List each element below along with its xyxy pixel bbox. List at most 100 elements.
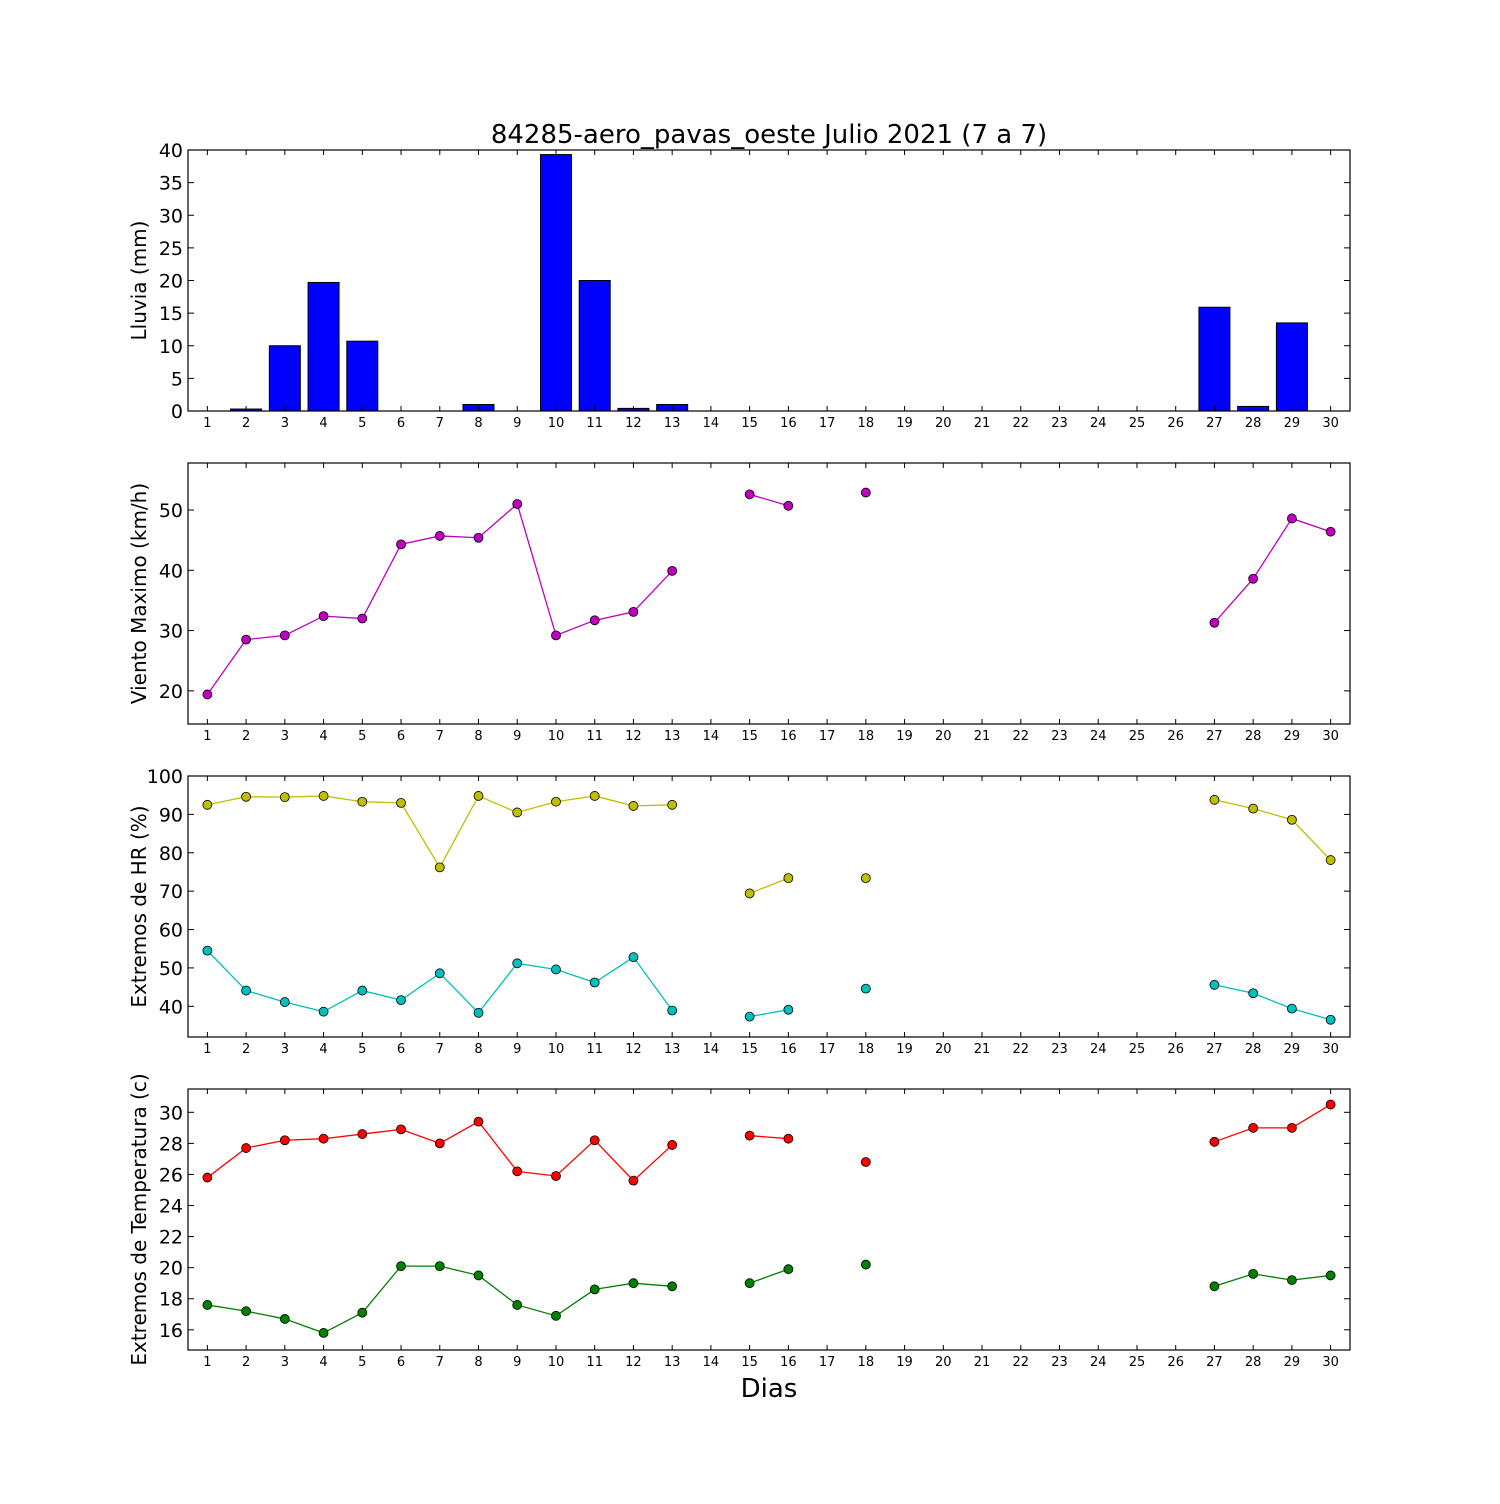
point-series-0-day-27 xyxy=(1209,1136,1220,1147)
x-tick-label: 25 xyxy=(1129,1355,1146,1370)
point-series-0-day-12 xyxy=(628,801,639,811)
y-tick-label: 60 xyxy=(159,920,183,942)
x-tick-label: 8 xyxy=(474,1355,482,1370)
point-series-1-day-12 xyxy=(628,1278,639,1289)
point-series-1-day-4 xyxy=(318,1006,329,1017)
y-tick-label: 30 xyxy=(159,205,183,227)
x-tick-label: 26 xyxy=(1167,1042,1184,1057)
x-tick-label: 21 xyxy=(974,1355,991,1370)
x-tick-label: 17 xyxy=(819,416,836,431)
x-tick-label: 2 xyxy=(242,1042,250,1057)
point-series-0-day-13 xyxy=(667,566,678,576)
x-tick-label: 20 xyxy=(935,416,952,431)
x-tick-label: 8 xyxy=(474,416,482,431)
series-line-1 xyxy=(749,1268,789,1284)
y-tick-label: 20 xyxy=(159,1258,183,1280)
y-tick-label: 20 xyxy=(159,681,183,703)
x-tick-label: 9 xyxy=(513,1355,521,1370)
point-series-1-day-6 xyxy=(396,995,406,1006)
x-tick-label: 22 xyxy=(1012,1042,1029,1057)
x-tick-label: 19 xyxy=(896,729,913,744)
point-series-1-day-9 xyxy=(512,1300,523,1310)
point-series-0-day-3 xyxy=(279,1135,290,1146)
panel-hr: 1 2 3 4 5 6 7 8 9 10 11 12 13 14 15 16 17 18 19 20 21 22 23 24 2… xyxy=(127,766,1351,1057)
bar-day-29 xyxy=(1275,322,1308,412)
point-series-1-day-5 xyxy=(357,985,368,996)
x-tick-label: 5 xyxy=(358,416,366,431)
point-series-0-day-4 xyxy=(318,611,329,621)
x-tick-label: 8 xyxy=(474,729,482,744)
axes-frame xyxy=(187,1088,1351,1351)
point-series-1-day-15 xyxy=(744,1011,755,1022)
point-series-1-day-7 xyxy=(434,968,445,979)
y-tick-label: 22 xyxy=(159,1227,183,1249)
x-tick-label: 30 xyxy=(1322,1355,1339,1370)
x-tick-label: 30 xyxy=(1322,729,1339,744)
y-tick-label: 28 xyxy=(159,1133,183,1155)
x-tick-label: 8 xyxy=(474,1042,482,1057)
series-line-0 xyxy=(1214,1103,1331,1143)
x-tick-label: 1 xyxy=(203,1355,211,1370)
x-tick-label: 15 xyxy=(741,729,758,744)
y-tick-label: 40 xyxy=(159,140,183,162)
x-tick-label: 14 xyxy=(703,729,720,744)
bar-day-11 xyxy=(578,280,611,412)
x-tick-label: 10 xyxy=(548,416,565,431)
x-tick-label: 21 xyxy=(974,729,991,744)
y-tick-label: 15 xyxy=(159,303,183,325)
point-series-0-day-30 xyxy=(1325,855,1336,865)
x-tick-label: 21 xyxy=(974,1042,991,1057)
x-tick-label: 25 xyxy=(1129,416,1146,431)
point-series-1-day-11 xyxy=(589,977,600,988)
point-series-0-day-10 xyxy=(551,796,561,807)
point-series-1-day-5 xyxy=(357,1307,368,1318)
point-series-0-day-30 xyxy=(1325,526,1336,537)
x-tick-label: 24 xyxy=(1090,1042,1107,1057)
x-tick-label: 18 xyxy=(858,1355,875,1370)
x-tick-label: 18 xyxy=(858,729,875,744)
point-series-0-day-30 xyxy=(1325,1099,1336,1110)
point-series-1-day-16 xyxy=(783,1004,794,1015)
x-tick-label: 28 xyxy=(1245,416,1262,431)
y-axis-label: Extremos de HR (%) xyxy=(127,805,151,1007)
y-tick-label: 30 xyxy=(159,1102,183,1124)
point-series-0-day-7 xyxy=(434,1138,445,1149)
series-line-1 xyxy=(206,950,673,1014)
x-tick-label: 23 xyxy=(1051,416,1068,431)
point-series-1-day-28 xyxy=(1248,988,1259,999)
panel-wind: 1 2 3 4 5 6 7 8 9 10 11 12 13 14 15 16 17 18 19 20 21 22 23 24 2… xyxy=(127,462,1351,744)
x-tick-label: 22 xyxy=(1012,416,1029,431)
y-tick-label: 26 xyxy=(159,1164,183,1186)
x-tick-label: 16 xyxy=(780,1042,797,1057)
point-series-0-day-13 xyxy=(667,1140,678,1150)
y-tick-label: 30 xyxy=(159,621,183,643)
point-series-0-day-9 xyxy=(512,1166,523,1177)
series-line-0 xyxy=(206,1120,673,1182)
point-series-0-day-2 xyxy=(241,791,252,802)
point-series-1-day-2 xyxy=(241,985,252,996)
point-series-0-day-6 xyxy=(396,1124,406,1135)
x-tick-label: 18 xyxy=(858,416,875,431)
x-tick-label: 29 xyxy=(1284,416,1301,431)
point-series-0-day-10 xyxy=(551,1171,561,1181)
point-series-0-day-27 xyxy=(1209,617,1220,628)
x-tick-label: 11 xyxy=(586,1355,603,1370)
x-tick-label: 24 xyxy=(1090,729,1107,744)
y-tick-label: 50 xyxy=(159,500,183,522)
x-tick-label: 4 xyxy=(319,1042,327,1057)
x-tick-label: 24 xyxy=(1090,416,1107,431)
x-tick-label: 14 xyxy=(703,1042,720,1057)
bar-day-3 xyxy=(268,345,301,412)
x-tick-label: 26 xyxy=(1167,416,1184,431)
point-series-0-day-8 xyxy=(473,791,484,801)
point-series-1-day-4 xyxy=(318,1328,329,1338)
point-series-0-day-9 xyxy=(512,807,523,818)
point-series-0-day-29 xyxy=(1287,1122,1297,1133)
x-tick-label: 30 xyxy=(1322,416,1339,431)
x-tick-label: 11 xyxy=(586,416,603,431)
point-series-0-day-27 xyxy=(1209,794,1220,805)
x-tick-label: 14 xyxy=(703,1355,720,1370)
point-series-0-day-3 xyxy=(279,630,290,641)
point-series-1-day-15 xyxy=(744,1278,755,1289)
